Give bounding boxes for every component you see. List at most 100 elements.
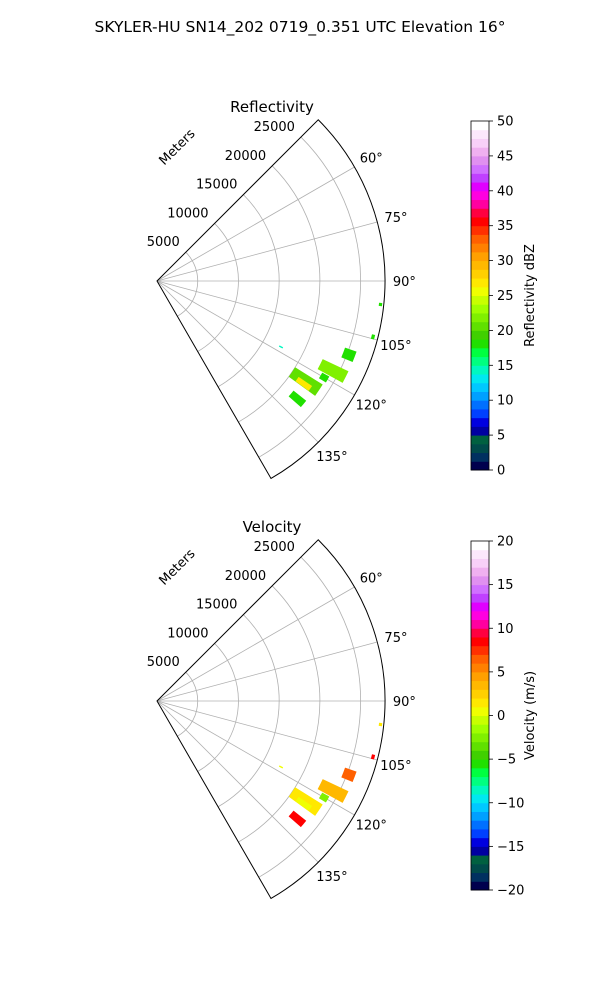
reflectivity-colorbar-segment [471, 121, 489, 131]
reflectivity-colorbar-segment [471, 347, 489, 358]
reflectivity-colorbar-segment [471, 426, 489, 436]
reflectivity-colorbar-tick-label: 25 [497, 289, 514, 304]
velocity-colorbar-segment [471, 663, 489, 673]
reflectivity-echo [341, 347, 357, 363]
reflectivity-colorbar-segment [471, 286, 489, 296]
velocity-colorbar-tick-label: 20 [497, 535, 514, 550]
velocity-colorbar-segment [471, 619, 489, 629]
velocity-radial-gridline [156, 700, 378, 761]
reflectivity-colorbar-segment [471, 330, 489, 340]
reflectivity-range-tick-label: 25000 [254, 120, 295, 135]
reflectivity-sector-outline [156, 119, 386, 480]
velocity-colorbar-segment [471, 811, 489, 821]
reflectivity-colorbar-segment [471, 408, 489, 419]
velocity-colorbar-segment [471, 802, 489, 812]
velocity-range-ring [177, 671, 199, 737]
velocity-echo [288, 787, 323, 816]
reflectivity-echo [317, 359, 349, 383]
reflectivity-range-tick-label: 15000 [196, 178, 237, 193]
velocity-colorbar-segment [471, 732, 489, 743]
reflectivity-echo [295, 376, 313, 391]
reflectivity-colorbar-tick-label: 5 [497, 429, 505, 444]
velocity-theta-tick-label: 60° [360, 571, 383, 586]
reflectivity-theta-tick-label: 120° [356, 399, 387, 414]
velocity-colorbar-segment [471, 820, 489, 830]
reflectivity-colorbar-segment [471, 304, 489, 314]
velocity-colorbar-tick-label: 15 [497, 578, 514, 593]
reflectivity-panel: Reflectivity Meters 60° 75° 90° 105° 120° 135… [147, 98, 538, 480]
velocity-colorbar-segment [471, 872, 489, 882]
velocity-colorbar-label: Velocity (m/s) [523, 671, 538, 760]
reflectivity-colorbar-tick-label: 45 [497, 149, 514, 164]
reflectivity-colorbar-segment [471, 147, 489, 157]
velocity-echo [317, 779, 349, 803]
reflectivity-colorbar-segment [471, 164, 489, 174]
velocity-colorbar-segment [471, 636, 489, 647]
reflectivity-colorbar-segment [471, 251, 489, 262]
velocity-colorbar-segment [471, 628, 489, 638]
reflectivity-echo [318, 372, 330, 383]
velocity-echo [318, 792, 330, 803]
velocity-colorbar-segment [471, 698, 489, 708]
reflectivity-colorbar-label: Reflectivity dBZ [523, 244, 538, 347]
velocity-colorbar-segment [471, 881, 489, 891]
reflectivity-theta-tick-label: 135° [316, 450, 347, 465]
velocity-radial-gridline [156, 700, 319, 863]
velocity-colorbar-segment [471, 750, 489, 760]
velocity-colorbar-segment [471, 724, 489, 734]
velocity-radial-gridline [156, 586, 355, 702]
reflectivity-radial-gridline [156, 166, 355, 282]
velocity-colorbar-tick-label: −15 [497, 840, 524, 855]
velocity-colorbar-segment [471, 837, 489, 847]
velocity-echo [378, 722, 383, 727]
reflectivity-colorbar-segment [471, 155, 489, 166]
reflectivity-colorbar-segment [471, 199, 489, 209]
velocity-range-ring [197, 643, 239, 772]
velocity-colorbar-segment [471, 706, 489, 716]
velocity-echo [278, 765, 284, 769]
reflectivity-colorbar-segment [471, 374, 489, 384]
reflectivity-colorbar-tick-label: 10 [497, 394, 514, 409]
reflectivity-radial-gridline [156, 221, 378, 282]
reflectivity-range-tick-label: 20000 [225, 149, 266, 164]
velocity-range-ring [258, 556, 361, 878]
velocity-colorbar-segment [471, 741, 489, 751]
reflectivity-colorbar-segment [471, 365, 489, 375]
reflectivity-range-ring [238, 165, 321, 423]
velocity-colorbar-segment [471, 558, 489, 568]
velocity-colorbar-tick-label: −10 [497, 796, 524, 811]
velocity-radial-gridline [156, 641, 378, 702]
reflectivity-colorbar-segment [471, 129, 489, 139]
reflectivity-colorbar-segment [471, 321, 489, 331]
velocity-echo [370, 754, 376, 760]
reflectivity-colorbar-tick-label: 35 [497, 219, 514, 234]
velocity-colorbar-segment [471, 785, 489, 795]
reflectivity-colorbar-segment [471, 225, 489, 235]
velocity-range-ring [238, 585, 321, 843]
velocity-colorbar-segment [471, 828, 489, 839]
velocity-colorbar-segment [471, 759, 489, 769]
reflectivity-colorbar-segment [471, 269, 489, 279]
velocity-colorbar-tick-label: 5 [497, 665, 505, 680]
reflectivity-echo [370, 334, 376, 340]
reflectivity-colorbar-segment [471, 382, 489, 392]
reflectivity-range-ring [177, 251, 199, 317]
reflectivity-colorbar-segment [471, 295, 489, 305]
velocity-echo [341, 767, 357, 783]
figure-title: SKYLER-HU SN14_202 0719_0.351 UTC Elevat… [95, 18, 506, 37]
velocity-colorbar-segment [471, 689, 489, 699]
reflectivity-range-label: Meters [157, 126, 199, 168]
velocity-colorbar-tick-label: −20 [497, 884, 524, 899]
velocity-colorbar-segment [471, 584, 489, 594]
velocity-colorbar-segment [471, 794, 489, 804]
reflectivity-colorbar-segment [471, 391, 489, 401]
reflectivity-range-ring [217, 194, 280, 388]
reflectivity-theta-tick-label: 60° [360, 151, 383, 166]
reflectivity-echo [288, 390, 307, 408]
reflectivity-colorbar-segment [471, 400, 489, 410]
reflectivity-colorbar-segment [471, 339, 489, 349]
velocity-range-tick-label: 20000 [225, 569, 266, 584]
reflectivity-colorbar-tick-label: 15 [497, 359, 514, 374]
reflectivity-colorbar-segment [471, 182, 489, 192]
reflectivity-colorbar-segment [471, 312, 489, 323]
